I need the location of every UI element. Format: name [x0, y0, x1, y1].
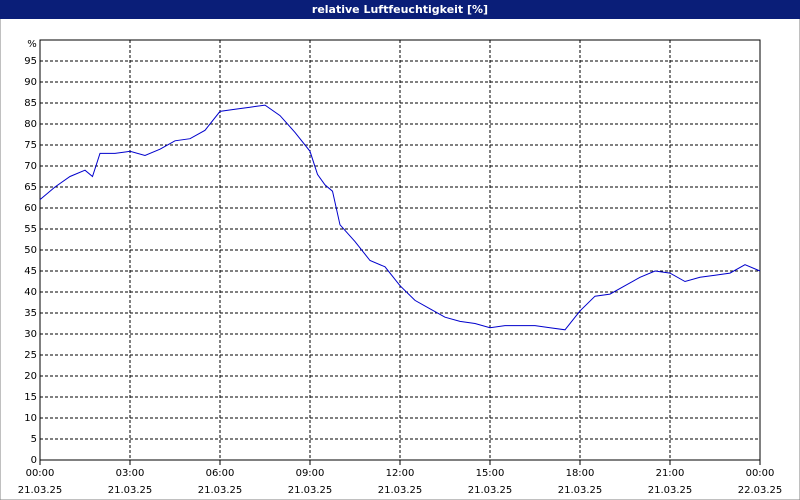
y-tick-label: 95: [24, 56, 37, 67]
x-tick-label: 09:00: [296, 468, 325, 479]
y-tick-label: 0: [31, 455, 37, 466]
y-tick-label: 5: [31, 434, 37, 445]
x-tick-date: 21.03.25: [18, 485, 63, 496]
y-tick-label: 30: [24, 329, 37, 340]
x-tick-label: 03:00: [116, 468, 145, 479]
y-tick-label: 35: [24, 308, 37, 319]
y-tick-label: 25: [24, 350, 37, 361]
x-tick-date: 21.03.25: [288, 485, 333, 496]
y-tick-label: 75: [24, 140, 37, 151]
x-tick-date: 22.03.25: [738, 485, 783, 496]
y-tick-label: 70: [24, 161, 37, 172]
chart-title: relative Luftfeuchtigkeit [%]: [312, 3, 488, 16]
x-tick-label: 00:00: [26, 468, 55, 479]
y-tick-label: 60: [24, 203, 37, 214]
x-tick-date: 21.03.25: [198, 485, 243, 496]
y-tick-label: 40: [24, 287, 37, 298]
y-tick-label: 85: [24, 98, 37, 109]
x-tick-label: 18:00: [566, 468, 595, 479]
y-axis-label: %: [27, 39, 37, 50]
x-tick-date: 21.03.25: [648, 485, 693, 496]
x-tick-date: 21.03.25: [108, 485, 153, 496]
y-tick-label: 65: [24, 182, 37, 193]
y-tick-label: 45: [24, 266, 37, 277]
x-tick-date: 21.03.25: [378, 485, 423, 496]
data-line: [39, 104, 761, 331]
y-tick-label: 90: [24, 77, 37, 88]
plot-frame: [39, 39, 761, 461]
y-tick-label: 15: [24, 392, 37, 403]
x-tick-label: 21:00: [656, 468, 685, 479]
x-tick-label: 12:00: [386, 468, 415, 479]
y-tick-label: 50: [24, 245, 37, 256]
x-tick-label: 15:00: [476, 468, 505, 479]
x-tick-date: 21.03.25: [468, 485, 513, 496]
x-tick-date: 21.03.25: [558, 485, 603, 496]
x-tick-label: 00:00: [746, 468, 775, 479]
title-bar: [0, 0, 800, 19]
y-tick-label: 80: [24, 119, 37, 130]
x-tick-label: 06:00: [206, 468, 235, 479]
y-tick-label: 10: [24, 413, 37, 424]
y-tick-label: 55: [24, 224, 37, 235]
y-tick-label: 20: [24, 371, 37, 382]
